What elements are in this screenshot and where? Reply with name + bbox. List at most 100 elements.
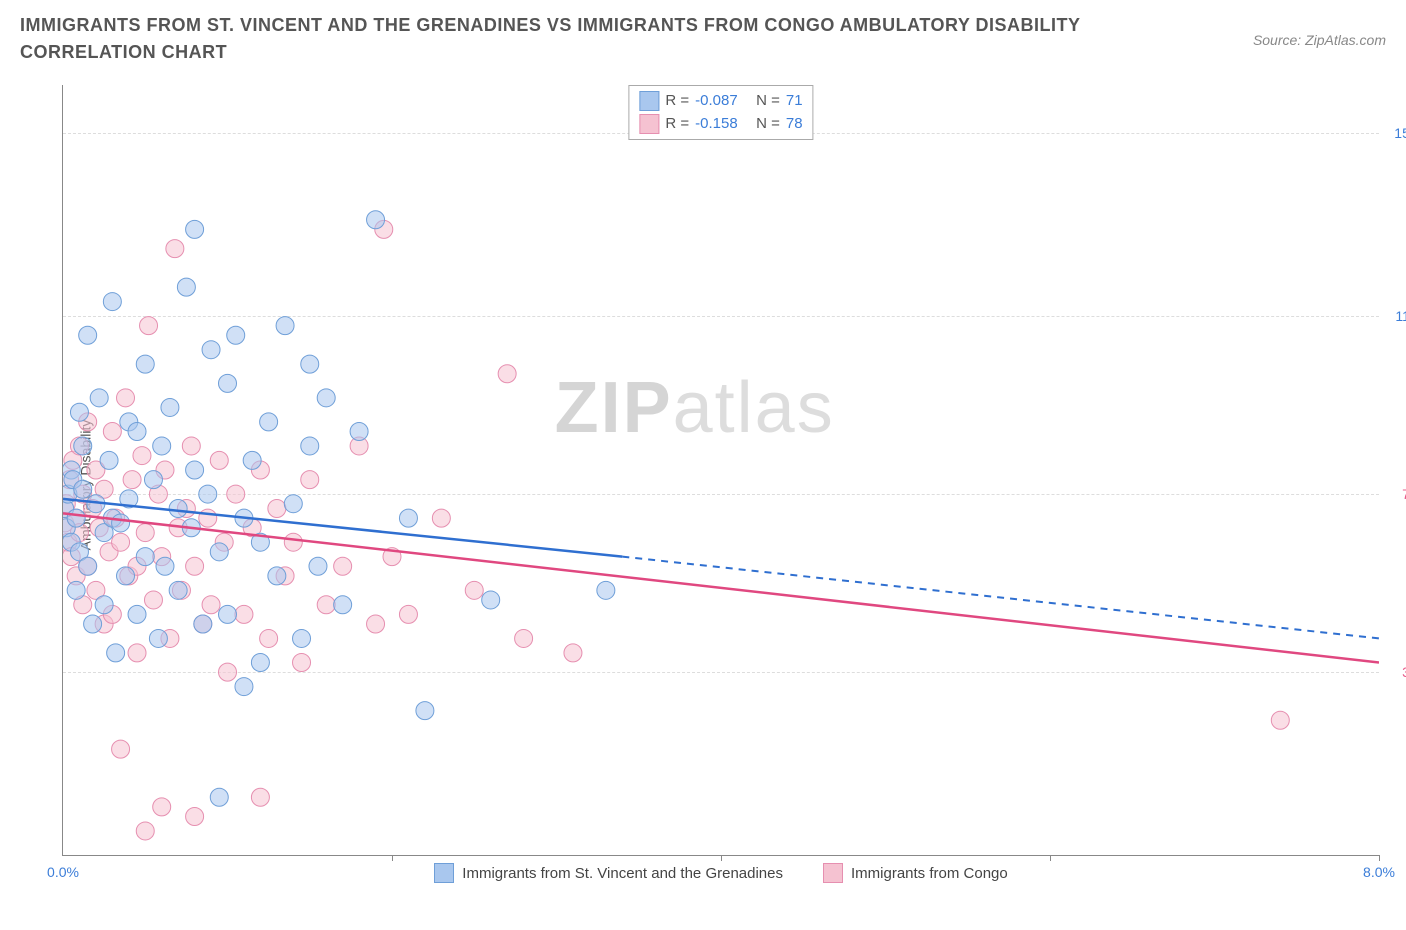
swatch-svg-bottom bbox=[434, 863, 454, 883]
x-tick bbox=[1050, 855, 1051, 861]
stats-legend: R = -0.087 N = 71 R = -0.158 N = 78 bbox=[628, 85, 813, 140]
r-label: R = bbox=[665, 90, 689, 113]
scatter-point bbox=[84, 615, 102, 633]
scatter-point bbox=[186, 808, 204, 826]
scatter-point bbox=[334, 596, 352, 614]
scatter-point bbox=[210, 788, 228, 806]
scatter-point bbox=[210, 543, 228, 561]
y-tick-label: 15.0% bbox=[1394, 125, 1406, 141]
scatter-point bbox=[149, 629, 167, 647]
scatter-point bbox=[597, 581, 615, 599]
scatter-point bbox=[243, 451, 261, 469]
scatter-point bbox=[112, 514, 130, 532]
scatter-point bbox=[268, 500, 286, 518]
scatter-point bbox=[293, 629, 311, 647]
scatter-point bbox=[260, 413, 278, 431]
scatter-point bbox=[74, 480, 92, 498]
scatter-point bbox=[194, 615, 212, 633]
x-tick bbox=[721, 855, 722, 861]
scatter-point bbox=[136, 355, 154, 373]
scatter-point bbox=[186, 557, 204, 575]
scatter-point bbox=[350, 423, 368, 441]
scatter-point bbox=[169, 581, 187, 599]
r-value: -0.158 bbox=[695, 113, 750, 136]
scatter-point bbox=[432, 509, 450, 527]
source-attribution: Source: ZipAtlas.com bbox=[1253, 32, 1386, 48]
scatter-point bbox=[293, 654, 311, 672]
scatter-point bbox=[515, 629, 533, 647]
scatter-point bbox=[128, 605, 146, 623]
scatter-point bbox=[367, 615, 385, 633]
scatter-point bbox=[202, 596, 220, 614]
scatter-svg bbox=[63, 85, 1379, 855]
scatter-point bbox=[219, 605, 237, 623]
scatter-point bbox=[136, 822, 154, 840]
scatter-point bbox=[219, 374, 237, 392]
scatter-point bbox=[79, 326, 97, 344]
scatter-point bbox=[161, 398, 179, 416]
scatter-point bbox=[202, 341, 220, 359]
scatter-point bbox=[317, 596, 335, 614]
scatter-point bbox=[90, 389, 108, 407]
scatter-point bbox=[199, 509, 217, 527]
scatter-point bbox=[301, 437, 319, 455]
scatter-point bbox=[67, 581, 85, 599]
scatter-point bbox=[128, 423, 146, 441]
r-label: R = bbox=[665, 113, 689, 136]
scatter-point bbox=[117, 567, 135, 585]
scatter-point bbox=[251, 788, 269, 806]
scatter-point bbox=[144, 591, 162, 609]
scatter-point bbox=[100, 451, 118, 469]
scatter-point bbox=[301, 355, 319, 373]
scatter-point bbox=[309, 557, 327, 575]
swatch-congo bbox=[639, 114, 659, 134]
scatter-point bbox=[153, 437, 171, 455]
scatter-point bbox=[301, 471, 319, 489]
y-tick-label: 11.2% bbox=[1395, 308, 1406, 324]
n-value: 71 bbox=[786, 90, 803, 113]
scatter-point bbox=[182, 437, 200, 455]
scatter-point bbox=[140, 317, 158, 335]
scatter-point bbox=[399, 509, 417, 527]
scatter-point bbox=[112, 740, 130, 758]
r-value: -0.087 bbox=[695, 90, 750, 113]
scatter-point bbox=[186, 461, 204, 479]
scatter-point bbox=[117, 389, 135, 407]
scatter-point bbox=[107, 644, 125, 662]
scatter-point bbox=[133, 447, 151, 465]
swatch-congo-bottom bbox=[823, 863, 843, 883]
scatter-point bbox=[112, 533, 130, 551]
scatter-point bbox=[103, 293, 121, 311]
scatter-point bbox=[227, 485, 245, 503]
series-legend: Immigrants from St. Vincent and the Gren… bbox=[63, 863, 1379, 883]
scatter-point bbox=[144, 471, 162, 489]
scatter-point bbox=[128, 644, 146, 662]
scatter-point bbox=[235, 678, 253, 696]
scatter-point bbox=[103, 423, 121, 441]
scatter-point bbox=[276, 317, 294, 335]
scatter-point bbox=[284, 495, 302, 513]
legend-row-svg: R = -0.087 N = 71 bbox=[639, 90, 802, 113]
trend-line-extrapolated bbox=[622, 557, 1379, 639]
x-tick bbox=[392, 855, 393, 861]
scatter-point bbox=[268, 567, 286, 585]
y-tick-label: 7.5% bbox=[1402, 486, 1406, 502]
scatter-point bbox=[482, 591, 500, 609]
scatter-point bbox=[177, 278, 195, 296]
scatter-point bbox=[67, 509, 85, 527]
y-tick-label: 3.8% bbox=[1402, 664, 1406, 680]
scatter-point bbox=[251, 654, 269, 672]
scatter-point bbox=[498, 365, 516, 383]
scatter-point bbox=[416, 702, 434, 720]
scatter-point bbox=[153, 798, 171, 816]
chart-area: Ambulatory Disability ZIPatlas R = -0.08… bbox=[50, 85, 1390, 885]
scatter-point bbox=[166, 240, 184, 258]
scatter-point bbox=[260, 629, 278, 647]
scatter-point bbox=[235, 605, 253, 623]
scatter-point bbox=[186, 220, 204, 238]
chart-title: IMMIGRANTS FROM ST. VINCENT AND THE GREN… bbox=[20, 12, 1120, 66]
scatter-point bbox=[95, 596, 113, 614]
legend-item-svg: Immigrants from St. Vincent and the Gren… bbox=[434, 863, 783, 883]
scatter-point bbox=[367, 211, 385, 229]
scatter-point bbox=[399, 605, 417, 623]
